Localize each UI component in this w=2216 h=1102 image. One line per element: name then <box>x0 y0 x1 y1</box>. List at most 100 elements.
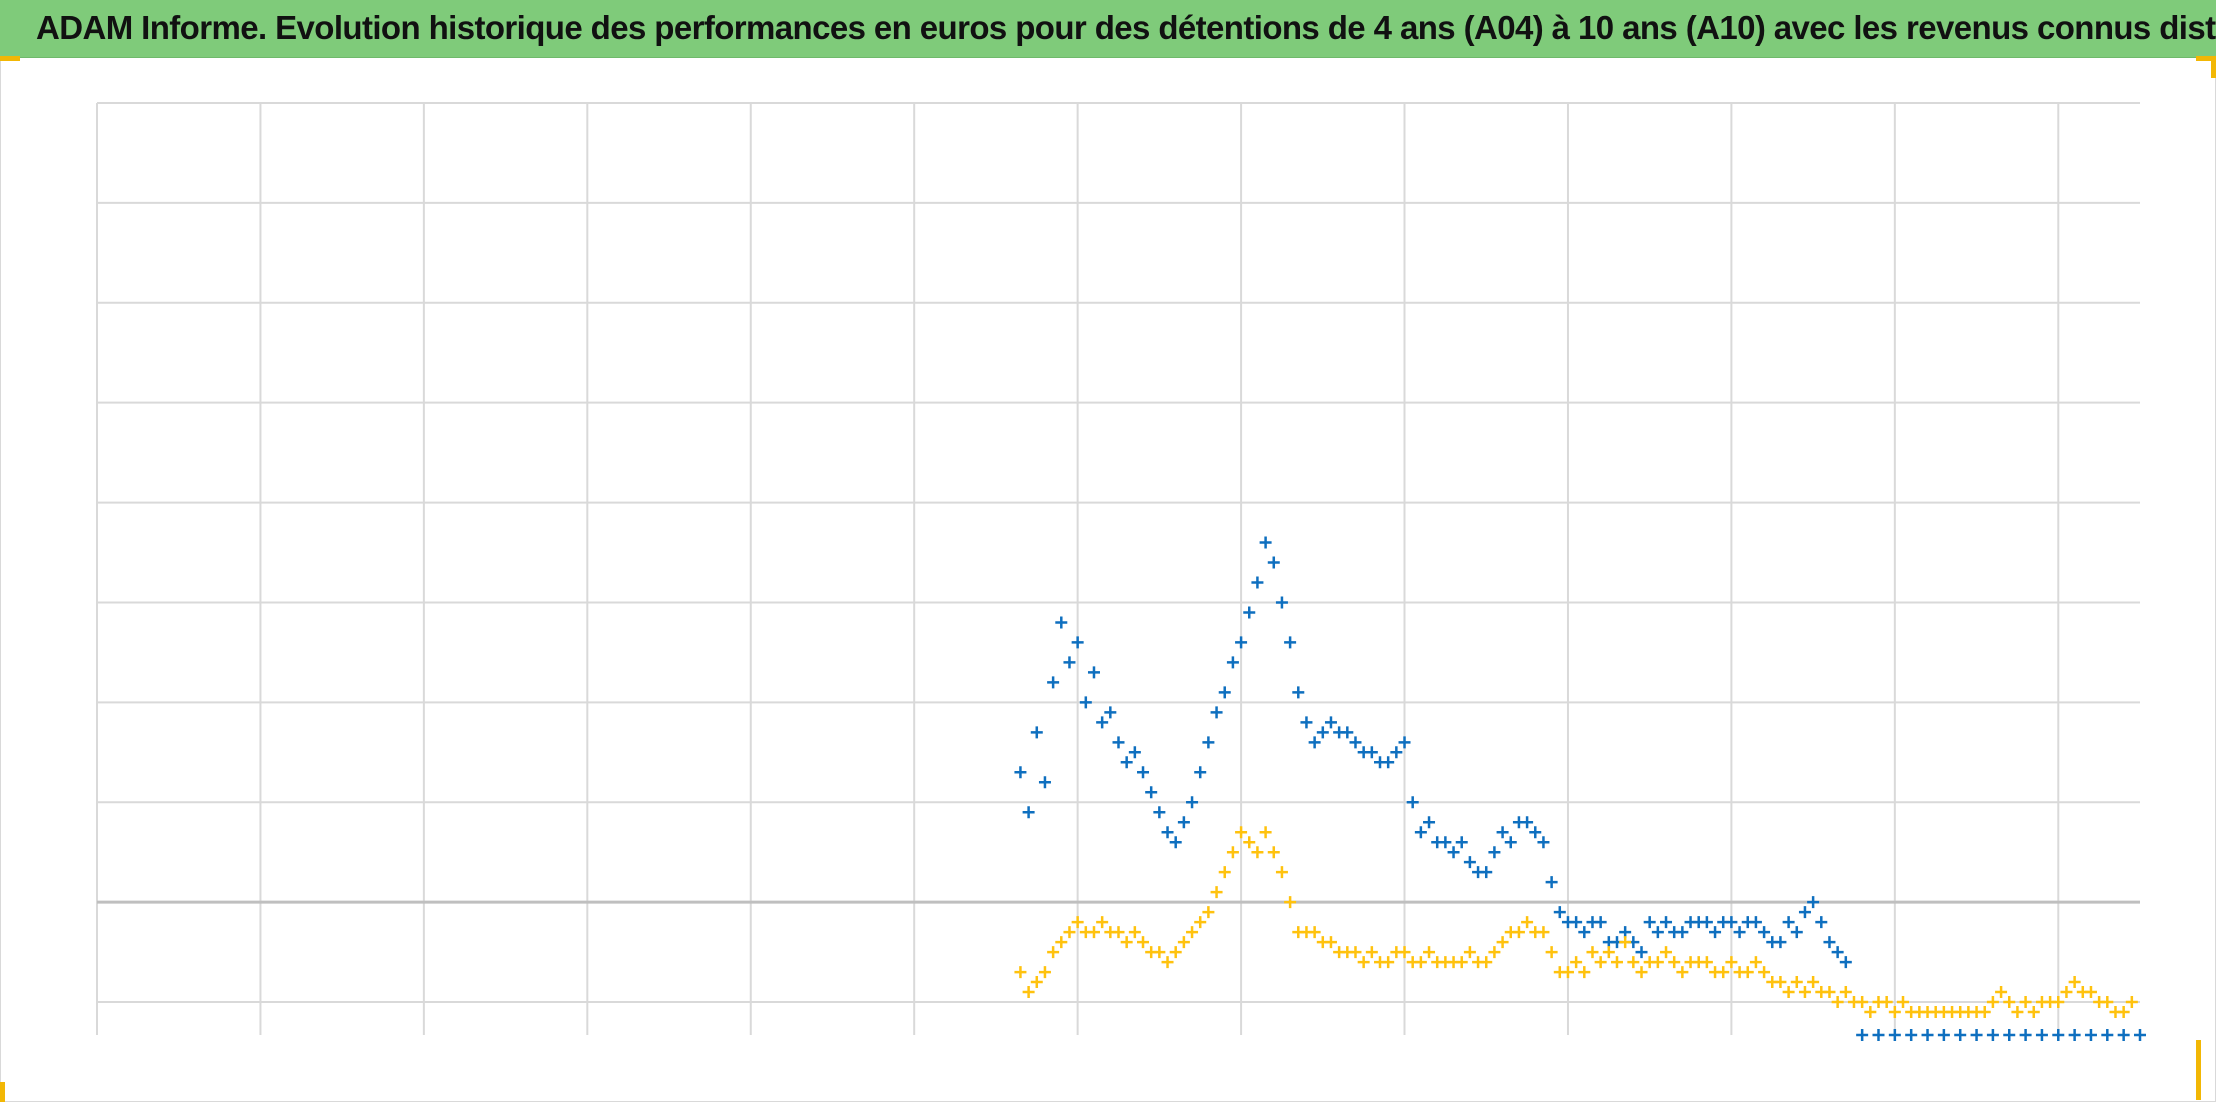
data-point <box>1488 846 1501 859</box>
data-point <box>1169 836 1182 849</box>
data-point <box>1038 966 1051 979</box>
data-point <box>2125 996 2138 1009</box>
data-point <box>1423 946 1436 959</box>
data-point <box>1594 956 1607 969</box>
data-point <box>1349 946 1362 959</box>
data-point <box>1406 796 1419 809</box>
corner-mark-bottom-right <box>2196 1040 2201 1100</box>
data-point <box>1398 736 1411 749</box>
data-point <box>1823 986 1836 999</box>
data-point <box>1423 816 1436 829</box>
data-point <box>2052 1029 2065 1041</box>
data-point <box>1186 796 1199 809</box>
data-point <box>1455 836 1468 849</box>
data-point <box>1529 826 1542 839</box>
data-point <box>1120 756 1133 769</box>
data-point <box>1578 926 1591 939</box>
data-point <box>1798 986 1811 999</box>
data-point <box>2101 1029 2114 1041</box>
data-point <box>1063 926 1076 939</box>
title-bar: ADAM Informe. Evolution historique des p… <box>0 0 2216 58</box>
data-point <box>1823 936 1836 949</box>
data-point <box>1888 1006 1901 1019</box>
data-point <box>1071 916 1084 929</box>
data-point <box>1651 956 1664 969</box>
data-point <box>1259 536 1272 549</box>
data-point <box>1210 886 1223 899</box>
data-point <box>1243 606 1256 619</box>
data-point <box>1194 766 1207 779</box>
data-point <box>1096 716 1109 729</box>
data-point <box>1709 926 1722 939</box>
data-point <box>1545 946 1558 959</box>
data-point <box>1038 776 1051 789</box>
data-point <box>1798 906 1811 919</box>
data-point <box>1700 916 1713 929</box>
data-point <box>1308 926 1321 939</box>
data-point <box>1463 946 1476 959</box>
data-point <box>1063 656 1076 669</box>
corner-mark-top-right <box>2196 56 2216 61</box>
data-point <box>1357 956 1370 969</box>
data-point <box>2084 1029 2097 1041</box>
data-point <box>1324 716 1337 729</box>
data-point <box>1807 896 1820 909</box>
data-point <box>2068 976 2081 989</box>
data-point <box>1210 706 1223 719</box>
data-point <box>1521 816 1534 829</box>
data-point <box>1635 966 1648 979</box>
data-point <box>1995 986 2008 999</box>
data-point <box>1226 846 1239 859</box>
corner-mark-top-left <box>0 56 20 61</box>
data-point <box>1382 756 1395 769</box>
data-point <box>1480 956 1493 969</box>
data-point <box>1177 816 1190 829</box>
series-1 <box>1014 536 2146 1041</box>
data-point <box>1602 946 1615 959</box>
data-point <box>1725 916 1738 929</box>
data-point <box>1153 946 1166 959</box>
data-point <box>1414 956 1427 969</box>
data-point <box>1864 1006 1877 1019</box>
data-point <box>2019 996 2032 1009</box>
data-point <box>1717 966 1730 979</box>
data-point <box>1504 836 1517 849</box>
data-point <box>1137 766 1150 779</box>
data-point <box>1177 936 1190 949</box>
data-point <box>1014 966 1027 979</box>
data-point <box>2084 986 2097 999</box>
data-point <box>1986 1029 1999 1041</box>
data-point <box>1790 926 1803 939</box>
data-point <box>1660 946 1673 959</box>
data-point <box>1463 856 1476 869</box>
data-point <box>1725 956 1738 969</box>
data-point <box>1897 996 1910 1009</box>
data-point <box>1741 966 1754 979</box>
data-point <box>1022 806 1035 819</box>
data-point <box>1578 966 1591 979</box>
data-point <box>1937 1029 1950 1041</box>
data-point <box>1921 1029 1934 1041</box>
data-point <box>2011 1006 2024 1019</box>
data-point <box>1251 846 1264 859</box>
data-point <box>1619 936 1632 949</box>
data-point <box>1112 926 1125 939</box>
corner-mark-bottom-left <box>0 1082 5 1102</box>
data-point <box>1872 1029 1885 1041</box>
data-point <box>1341 726 1354 739</box>
data-point <box>1954 1029 1967 1041</box>
data-point <box>1235 636 1248 649</box>
data-point <box>1733 926 1746 939</box>
data-point <box>1226 656 1239 669</box>
data-point <box>1218 686 1231 699</box>
data-point <box>1087 926 1100 939</box>
corner-mark-top-right-vertical <box>2211 56 2216 78</box>
data-point <box>1202 906 1215 919</box>
data-point <box>1308 736 1321 749</box>
data-point <box>1439 836 1452 849</box>
data-point <box>1905 1029 1918 1041</box>
data-point <box>1880 996 1893 1009</box>
data-point <box>1782 986 1795 999</box>
data-point <box>2101 996 2114 1009</box>
